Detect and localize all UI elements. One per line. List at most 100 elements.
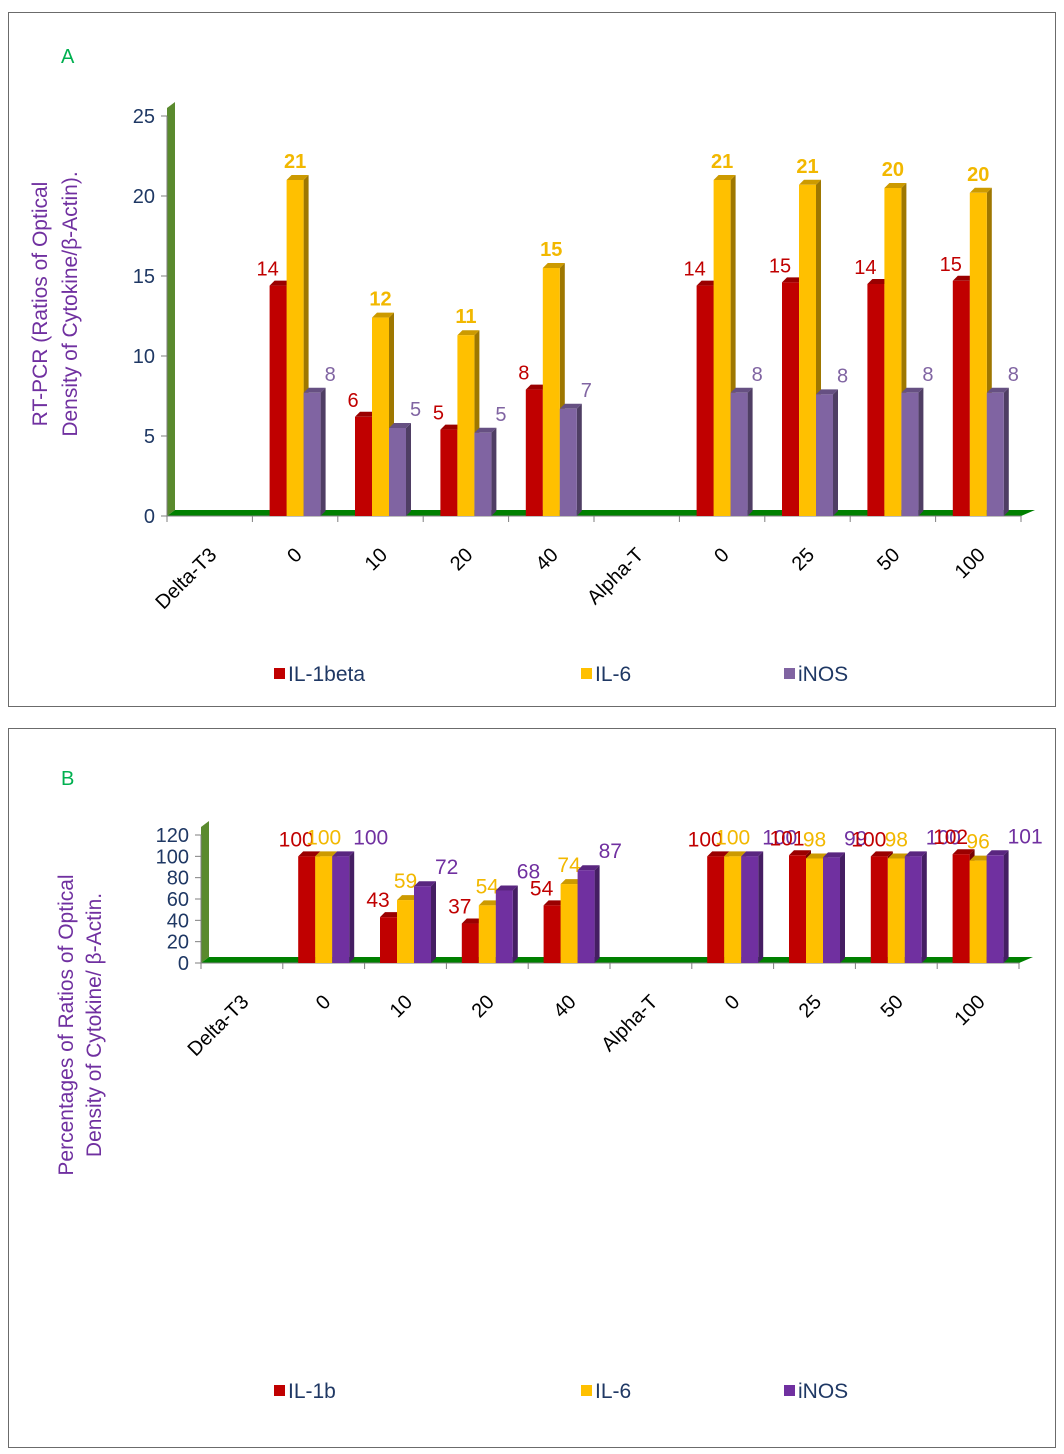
bar [372, 317, 389, 516]
data-label: 6 [347, 390, 358, 412]
data-label: 14 [854, 257, 876, 279]
bar-top [884, 183, 907, 188]
data-label: 96 [966, 831, 989, 854]
bar-top [315, 851, 338, 857]
data-label: 21 [796, 156, 818, 178]
data-label: 5 [433, 403, 444, 425]
legend-swatch [581, 1385, 592, 1396]
data-label: 20 [967, 164, 989, 186]
bar-top [986, 387, 1009, 393]
data-label: 100 [688, 828, 723, 851]
data-label: 100 [279, 828, 314, 851]
bar-top [696, 280, 719, 286]
data-label: 98 [885, 828, 908, 851]
data-label: 8 [325, 364, 336, 386]
bar-side [1003, 387, 1009, 516]
bar-top [440, 424, 463, 430]
bar [782, 282, 799, 516]
bar-top [543, 900, 566, 906]
bar [806, 858, 823, 963]
bar [560, 884, 578, 963]
bar-side [747, 387, 753, 516]
data-label: 5 [495, 404, 506, 426]
legend-label: IL-6 [595, 663, 631, 686]
bar-top [542, 263, 565, 268]
bar [969, 860, 987, 963]
bar-top [478, 900, 501, 906]
legend-swatch [274, 668, 285, 679]
x-tick-label: 0 [721, 991, 744, 1014]
x-tick-label: 50 [877, 991, 908, 1022]
x-tick-label: 20 [446, 544, 477, 575]
data-label: 100 [762, 826, 797, 849]
bar [457, 335, 475, 516]
bar-top [724, 851, 747, 857]
bar-top [559, 403, 582, 409]
x-tick-label: 40 [532, 544, 563, 575]
data-label: 102 [933, 826, 968, 849]
data-label: 5 [410, 399, 421, 421]
x-tick-label: 25 [788, 544, 819, 575]
y-axis-label: Density of Cytokine/ β-Actin. [83, 893, 106, 1157]
bar-top [286, 175, 309, 180]
y-tick-label: 40 [167, 910, 189, 932]
panel-label: B [61, 768, 74, 790]
bar-top [560, 879, 583, 885]
bar [542, 268, 560, 516]
bar [461, 923, 479, 963]
bar [789, 855, 806, 963]
bar-top [355, 411, 377, 417]
bar-side [491, 427, 497, 516]
legend-label: IL-6 [595, 1380, 631, 1403]
bar [355, 416, 372, 516]
bar [713, 180, 731, 516]
data-label: 14 [256, 259, 278, 281]
bar [315, 856, 333, 963]
bar-top [269, 280, 292, 286]
x-tick-label: 0 [710, 544, 733, 567]
legend-swatch [784, 1385, 795, 1396]
data-label: 100 [306, 826, 341, 849]
data-label: 8 [837, 365, 848, 387]
bar-top [816, 389, 838, 395]
bar-top [741, 851, 764, 857]
bar [867, 284, 885, 516]
y-tick-label: 80 [167, 868, 189, 890]
legend-swatch [274, 1385, 285, 1396]
bar [414, 886, 431, 963]
x-tick-label: 100 [951, 544, 990, 583]
bar [816, 394, 833, 516]
data-label: 101 [1008, 825, 1043, 848]
bar [969, 192, 987, 517]
bar [884, 188, 902, 516]
bar [799, 184, 816, 517]
panel-label: A [61, 46, 75, 68]
data-label: 7 [581, 380, 592, 402]
bar-side [576, 403, 582, 516]
data-label: 100 [926, 826, 961, 849]
data-label: 8 [752, 364, 763, 386]
bar-top [867, 279, 890, 284]
x-tick-label: Delta-T3 [151, 544, 221, 614]
bar-top [782, 277, 804, 283]
bar-top [904, 851, 927, 857]
bar-side [594, 865, 600, 963]
y-tick-label: 20 [133, 186, 155, 208]
bar [397, 900, 414, 963]
bar-side [349, 851, 355, 963]
chart-a-svg: A 0 5 10 15 20 25 Delta-T3 0 10 20 40 Alpha-T 0 25 50 10… [29, 46, 1035, 686]
bar-top [870, 851, 893, 857]
bar-top [713, 175, 736, 180]
y-axis-label: RT-PCR (Ratios of Optical [29, 182, 52, 427]
data-label: 21 [284, 151, 306, 173]
legend-swatch [581, 668, 592, 679]
bar-top [730, 387, 753, 393]
data-label: 11 [455, 306, 476, 328]
x-tick-label: 0 [312, 991, 335, 1014]
bar [696, 285, 714, 516]
x-tick-label: 25 [795, 991, 826, 1022]
bar-top [952, 849, 975, 855]
bar-top [901, 387, 924, 393]
bar [741, 856, 759, 963]
